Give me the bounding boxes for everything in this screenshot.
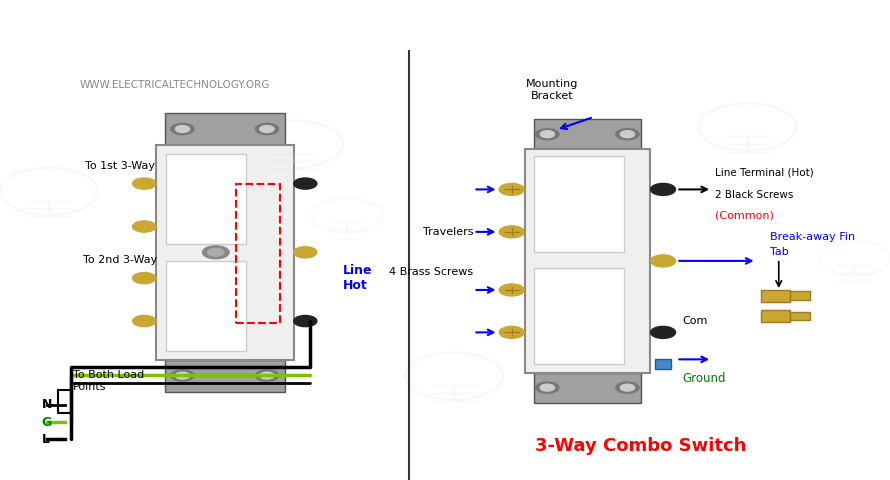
- Circle shape: [203, 246, 230, 259]
- Text: Com: Com: [683, 316, 708, 326]
- Text: Ground: Ground: [683, 372, 726, 385]
- Text: To 2nd 3-Way: To 2nd 3-Way: [83, 255, 158, 265]
- Bar: [534, 156, 624, 252]
- Circle shape: [499, 183, 524, 195]
- Circle shape: [620, 131, 635, 138]
- Text: N: N: [42, 398, 53, 411]
- Text: 2 Black Screws: 2 Black Screws: [715, 190, 793, 200]
- Bar: [156, 145, 294, 360]
- Circle shape: [133, 178, 156, 189]
- Circle shape: [133, 315, 156, 326]
- Text: What is Double 3-Way Combo Switch Device & How to Wire it?: What is Double 3-Way Combo Switch Device…: [103, 16, 787, 35]
- Circle shape: [133, 273, 156, 284]
- Circle shape: [208, 249, 224, 256]
- Text: Travelers: Travelers: [423, 227, 473, 237]
- Circle shape: [651, 183, 676, 195]
- Circle shape: [499, 284, 524, 296]
- Text: Tab: Tab: [770, 247, 789, 257]
- Circle shape: [171, 123, 194, 134]
- Circle shape: [171, 370, 194, 381]
- Bar: [525, 149, 650, 372]
- Circle shape: [616, 382, 639, 393]
- Bar: [790, 312, 810, 320]
- Circle shape: [540, 384, 554, 391]
- Bar: [534, 119, 641, 149]
- Circle shape: [651, 326, 676, 338]
- Bar: [655, 359, 671, 369]
- Bar: [165, 360, 285, 392]
- Circle shape: [175, 372, 190, 379]
- Bar: [761, 290, 790, 302]
- Circle shape: [294, 178, 317, 189]
- Text: Line Terminal (Hot): Line Terminal (Hot): [715, 168, 813, 178]
- Circle shape: [616, 129, 639, 140]
- Circle shape: [540, 131, 554, 138]
- Circle shape: [536, 129, 559, 140]
- Text: Break-away Fin: Break-away Fin: [770, 231, 855, 241]
- Text: Line
Hot: Line Hot: [343, 264, 372, 292]
- Text: 4 Brass Screws: 4 Brass Screws: [389, 267, 473, 277]
- Circle shape: [620, 384, 635, 391]
- Circle shape: [294, 247, 317, 258]
- Bar: [166, 261, 247, 351]
- Circle shape: [260, 126, 274, 132]
- Circle shape: [255, 370, 279, 381]
- Text: Mounting
Bracket: Mounting Bracket: [526, 80, 578, 101]
- Bar: [761, 310, 790, 322]
- Circle shape: [651, 255, 676, 267]
- Text: (Common): (Common): [715, 210, 773, 220]
- Text: WWW.ELECTRICALTECHNOLOGY.ORG: WWW.ELECTRICALTECHNOLOGY.ORG: [80, 81, 271, 90]
- Circle shape: [294, 315, 317, 326]
- Bar: [534, 268, 624, 364]
- Circle shape: [499, 226, 524, 238]
- Circle shape: [260, 372, 274, 379]
- Text: 3-Way Combo Switch: 3-Way Combo Switch: [535, 437, 747, 455]
- Text: L: L: [42, 432, 50, 446]
- Circle shape: [536, 382, 559, 393]
- Bar: [166, 154, 247, 244]
- Bar: [790, 291, 810, 300]
- Bar: [534, 372, 641, 403]
- Text: G: G: [42, 416, 53, 429]
- Bar: [236, 183, 279, 323]
- Circle shape: [255, 123, 279, 134]
- Text: To Both Load
Points: To Both Load Points: [73, 371, 144, 392]
- Text: To 1st 3-Way: To 1st 3-Way: [85, 161, 155, 171]
- Circle shape: [133, 221, 156, 232]
- Circle shape: [175, 126, 190, 132]
- Circle shape: [499, 326, 524, 338]
- Bar: [165, 113, 285, 145]
